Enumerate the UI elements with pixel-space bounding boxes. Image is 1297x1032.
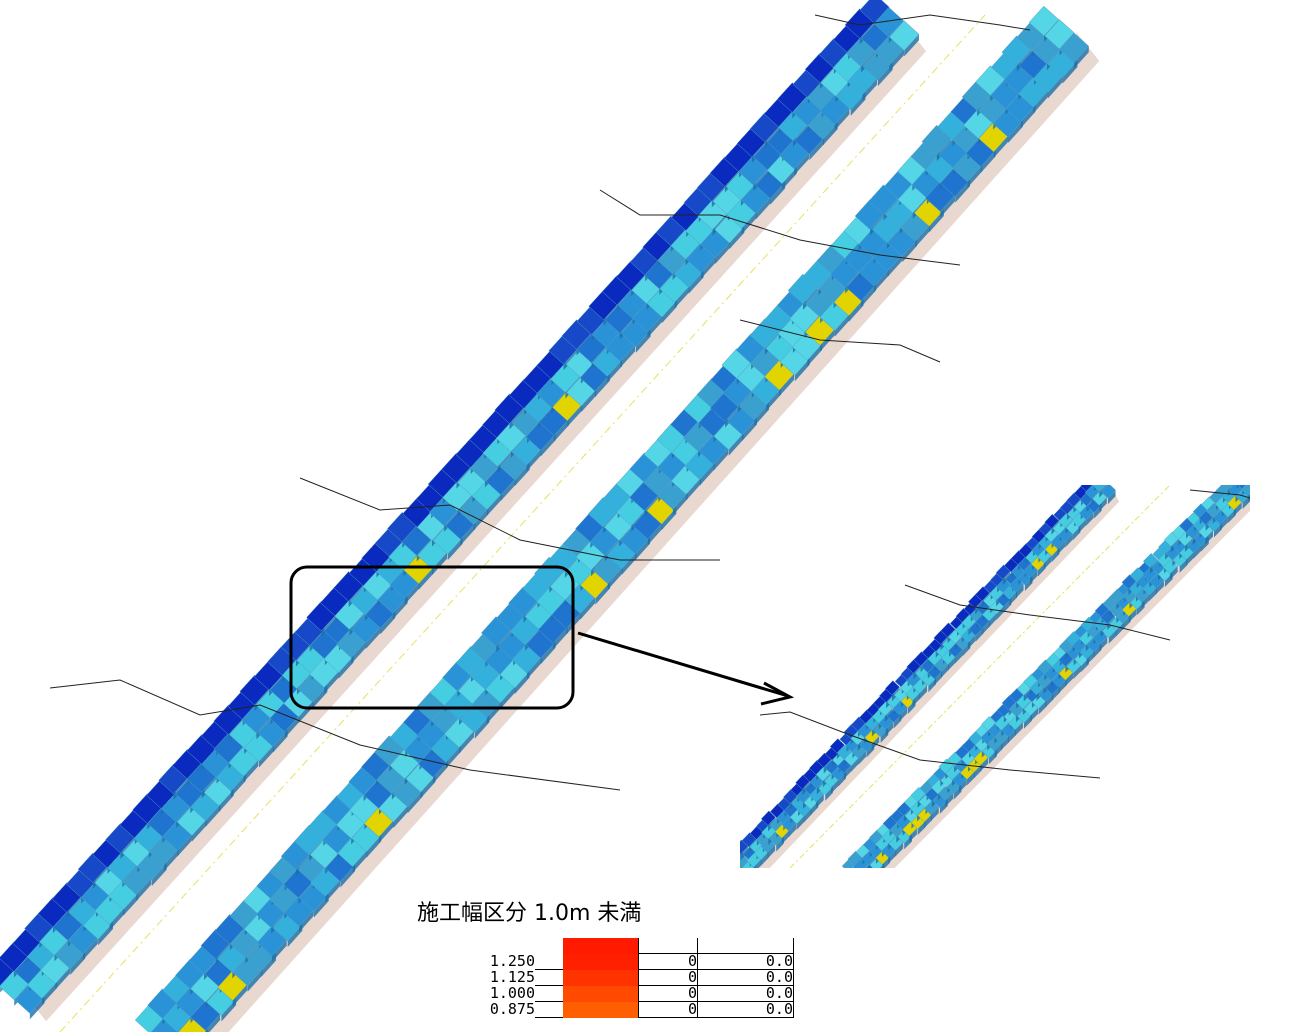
block-side: [740, 874, 748, 888]
color-swatch: [563, 938, 639, 954]
legend-row: 1.12500.0: [415, 970, 794, 986]
color-swatch: [563, 1002, 639, 1018]
block: [722, 854, 736, 868]
tick: [535, 970, 563, 986]
tick: [535, 986, 563, 1002]
tick: [535, 954, 563, 970]
tick: [535, 938, 563, 954]
count: 0: [639, 1002, 698, 1018]
block: [1087, 471, 1101, 485]
block-side: [853, 871, 861, 885]
legend-row: 1.00000.0: [415, 986, 794, 1002]
legend-table: 1.25000.01.12500.01.00000.00.875 00.0: [415, 938, 794, 1018]
color-swatch: [563, 970, 639, 986]
block: [733, 867, 747, 881]
tick: [535, 1002, 563, 1018]
callout-arrow: [578, 633, 788, 696]
3d-view: [0, 0, 1297, 1032]
page: 施工幅区分 1.0m 未満 1.25000.01.12500.01.00000.…: [0, 0, 1297, 1032]
color-swatch: [563, 954, 639, 970]
zoom-view: [722, 468, 1290, 893]
main-view: [0, 0, 1099, 1032]
block-side: [749, 866, 757, 880]
block-side: [735, 867, 743, 881]
center-line: [790, 485, 1170, 868]
block: [1230, 468, 1244, 482]
legend-row: 1.25000.0: [415, 954, 794, 970]
block-side: [869, 871, 877, 885]
center-line: [60, 15, 985, 1032]
legend-row: [415, 938, 794, 954]
color-swatch: [563, 986, 639, 1002]
legend-title: 施工幅区分 1.0m 未満: [417, 895, 641, 927]
block-side: [728, 861, 736, 875]
row-label: 0.875: [415, 1002, 535, 1018]
area: 0.0: [698, 1002, 794, 1018]
block: [855, 871, 869, 885]
block-side: [862, 878, 870, 892]
